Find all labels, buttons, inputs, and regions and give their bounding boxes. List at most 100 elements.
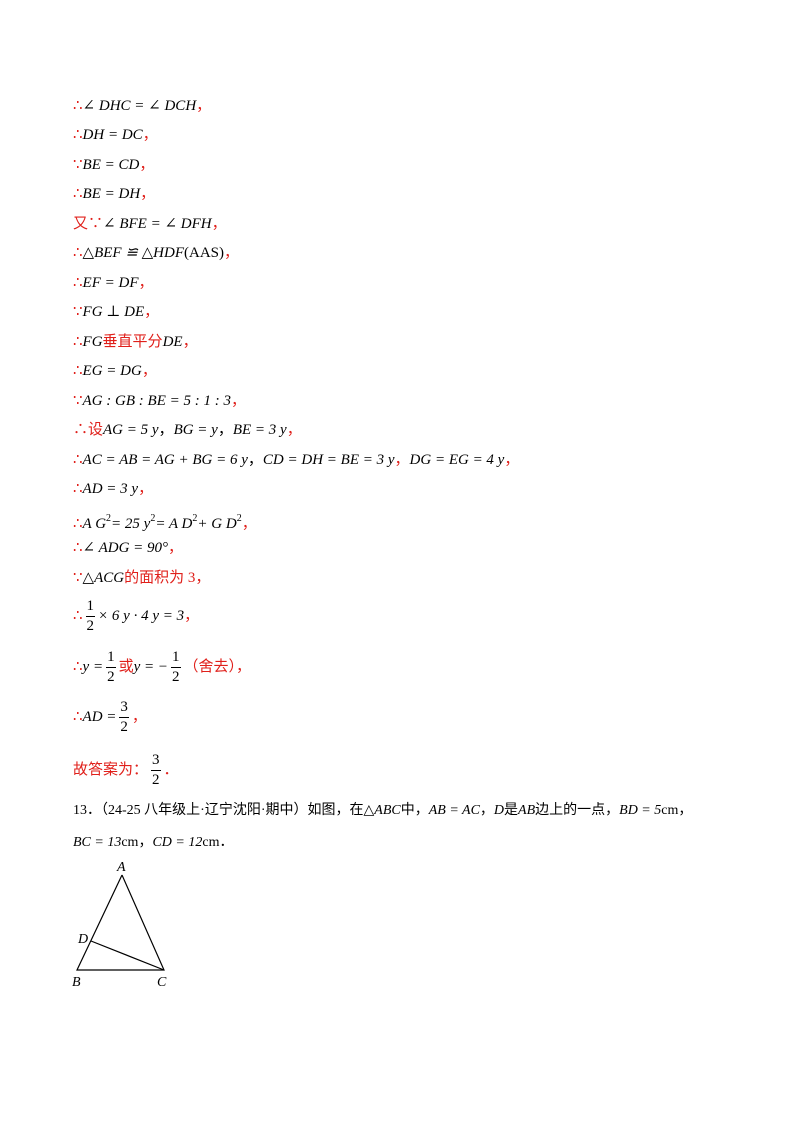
math: BC = 13 xyxy=(73,835,122,850)
sup: 2 xyxy=(192,513,198,524)
sym: ∴ xyxy=(73,245,83,261)
math: DG = EG = 4 y xyxy=(409,452,505,468)
denominator: 2 xyxy=(152,772,160,788)
math: CD = DH = BE = 3 y xyxy=(262,452,395,468)
punct: ， xyxy=(182,334,198,350)
numerator: 3 xyxy=(119,698,129,718)
sym: ∴ xyxy=(73,658,83,675)
punct: ， xyxy=(144,304,160,320)
sym: ∴ xyxy=(73,607,83,624)
math: ∠ DHC = ∠ DCH xyxy=(82,98,197,114)
punct: ， xyxy=(138,275,154,291)
math: AB = AC xyxy=(428,803,480,818)
punct: ， xyxy=(217,422,233,438)
text: 是 xyxy=(504,803,519,818)
math: EG = DG xyxy=(82,363,142,379)
line: ∴AC = AB = AG + BG = 6 y，CD = DH = BE = … xyxy=(73,450,519,470)
punct: ， xyxy=(138,481,154,497)
math: ∠ BFE = ∠ DFH xyxy=(103,216,212,232)
line: ∴AD = 3 2， xyxy=(73,698,147,737)
punct: ， xyxy=(139,157,155,173)
line: ∴△BEF ≌ △HDF(AAS)， xyxy=(73,243,239,263)
punct: ． xyxy=(163,761,179,778)
punct: ， xyxy=(142,127,158,143)
math: AD = 3 y xyxy=(82,481,139,497)
math: FG xyxy=(82,334,103,350)
math: △ACG xyxy=(82,570,125,586)
math: DE xyxy=(162,334,183,350)
sup: 2 xyxy=(150,513,156,524)
label-c: C xyxy=(157,975,167,990)
number: 13． xyxy=(73,803,101,818)
math: AD = xyxy=(82,708,117,725)
line: 13．（24-25 八年级上·辽宁沈阳·期中）如图，在△ABC中，AB = AC… xyxy=(73,801,692,821)
math: y = − xyxy=(133,658,168,675)
line: ∴ 1 2 × 6 y · 4 y = 3， xyxy=(73,597,199,636)
text: （24-25 八年级上·辽宁沈阳·期中）如图，在 xyxy=(101,803,364,818)
sym: ∵ xyxy=(73,393,83,409)
denominator: 2 xyxy=(86,618,95,634)
line: ∴y = 1 2 或y = −1 2 （舍去）， xyxy=(73,648,251,687)
line: ∴FG垂直平分DE， xyxy=(73,332,198,352)
denominator: 2 xyxy=(107,669,115,685)
text: ， xyxy=(138,835,153,850)
line: ∵AG : GB : BE = 5 : 1 : 3， xyxy=(73,391,246,411)
segment-cd xyxy=(90,940,165,971)
line: BC = 13cm，CD = 12cm． xyxy=(73,833,233,853)
punct: ， xyxy=(211,216,227,232)
math: FG ⊥ DE xyxy=(82,304,145,320)
line: 又∵∠ BFE = ∠ DFH， xyxy=(73,214,227,234)
line: ∴AD = 3 y， xyxy=(73,479,153,499)
unit: cm xyxy=(202,835,220,850)
sym: ∴ xyxy=(73,540,83,556)
math: AB xyxy=(518,803,536,818)
line: ∴BE = DH， xyxy=(73,184,155,204)
unit: cm xyxy=(121,835,139,850)
math: AG : GB : BE = 5 : 1 : 3 xyxy=(82,393,231,409)
line: ∴∠ DHC = ∠ DCH， xyxy=(73,96,211,116)
text: 边上的一点， xyxy=(535,803,620,818)
numerator: 1 xyxy=(85,597,96,617)
math: = 25 y xyxy=(111,516,151,532)
sym: ∴ xyxy=(73,363,83,379)
punct: ， xyxy=(168,540,184,556)
line: ∴EF = DF， xyxy=(73,273,154,293)
math: AG = 5 y xyxy=(103,422,159,438)
math: BE = CD xyxy=(82,157,140,173)
math: BE = DH xyxy=(82,186,141,202)
sup: 2 xyxy=(106,513,112,524)
sym: ∴ xyxy=(73,334,83,350)
text: ， xyxy=(678,803,693,818)
math: A G xyxy=(82,516,107,532)
text: ． xyxy=(219,835,234,850)
text: 垂直平分 xyxy=(102,334,163,350)
math: EF = DF xyxy=(82,275,139,291)
sym: ∴ xyxy=(73,98,83,114)
sym: ∵ xyxy=(73,570,83,586)
sym: ∵ xyxy=(73,304,83,320)
punct: ， xyxy=(158,422,174,438)
line: ∵△ACG的面积为 3， xyxy=(73,568,210,588)
line: ∴DH = DC， xyxy=(73,125,158,145)
punct: ， xyxy=(224,245,240,261)
punct: ， xyxy=(195,570,211,586)
text: (AAS) xyxy=(184,245,225,261)
sym: ∴ xyxy=(73,186,83,202)
punct: ， xyxy=(141,363,157,379)
math: y = xyxy=(82,658,104,675)
punct: ， xyxy=(196,98,212,114)
punct: ， xyxy=(394,452,410,468)
math: BE = 3 y xyxy=(232,422,287,438)
line: ∵FG ⊥ DE， xyxy=(73,302,159,322)
label-b: B xyxy=(72,975,81,990)
punct: ， xyxy=(230,393,246,409)
unit: cm xyxy=(661,803,679,818)
math: CD = 12 xyxy=(152,835,203,850)
numerator: 1 xyxy=(171,648,181,668)
numerator: 3 xyxy=(151,751,161,771)
